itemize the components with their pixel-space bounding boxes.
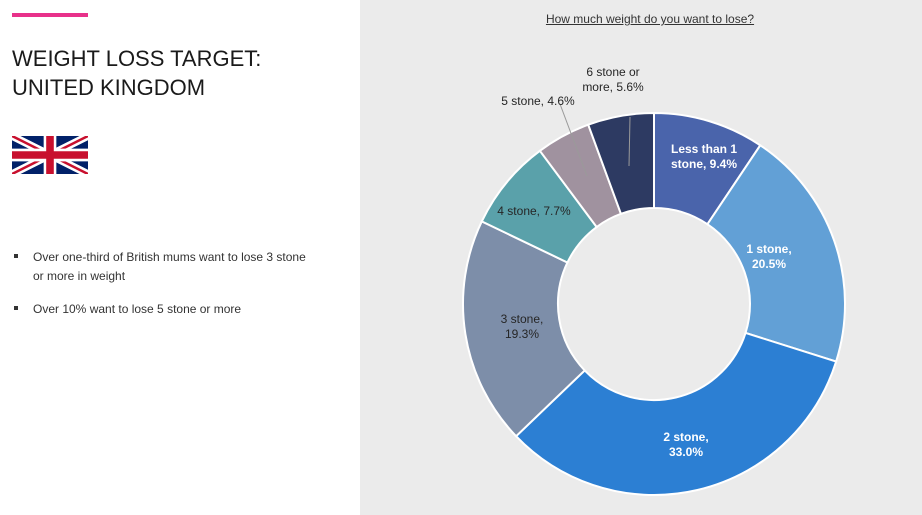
slice-data-label: 5 stone, 4.6%	[501, 94, 575, 108]
donut-slice	[514, 331, 838, 496]
donut-chart: Less than 1 stone, 9.4% 1 stone, 20.5% 2 sto…	[462, 65, 846, 496]
label-leader-line	[559, 103, 588, 177]
donut-slice	[706, 143, 846, 363]
accent-bar	[12, 13, 88, 17]
donut-slice	[586, 111, 655, 216]
slice-data-label: 4 stone, 7.7%	[497, 204, 571, 218]
uk-flag-icon	[12, 136, 88, 174]
slice-data-label: 2 stone, 33.0%	[663, 430, 708, 459]
summary-panel: WEIGHT LOSS TARGET: UNITED KINGDOM Over …	[0, 0, 360, 515]
slice-data-label: 6 stone or more, 5.6%	[582, 65, 644, 94]
key-finding-text: Over one-third of British mums want to l…	[33, 250, 306, 283]
slice-data-label: 1 stone, 20.5%	[746, 242, 791, 271]
chart-title: How much weight do you want to lose?	[545, 12, 755, 26]
slice-data-label: Less than 1 stone, 9.4%	[671, 142, 737, 171]
page-title-line-1: WEIGHT LOSS TARGET:	[12, 46, 262, 71]
key-finding-item: Over 10% want to lose 5 stone or more	[14, 300, 314, 319]
chart-panel: How much weight do you want to lose? Les…	[360, 0, 922, 515]
key-finding-text: Over 10% want to lose 5 stone or more	[33, 302, 242, 316]
donut-slice	[462, 220, 587, 438]
bullet-marker	[14, 254, 18, 258]
label-leader-line	[628, 116, 631, 167]
bullet-marker	[14, 306, 18, 310]
page-title: WEIGHT LOSS TARGET: UNITED KINGDOM	[12, 44, 342, 102]
key-finding-item: Over one-third of British mums want to l…	[14, 248, 314, 286]
slice-data-label: 3 stone, 19.3%	[501, 312, 544, 341]
page-title-line-2: UNITED KINGDOM	[12, 75, 206, 100]
key-findings-list: Over one-third of British mums want to l…	[14, 248, 314, 333]
